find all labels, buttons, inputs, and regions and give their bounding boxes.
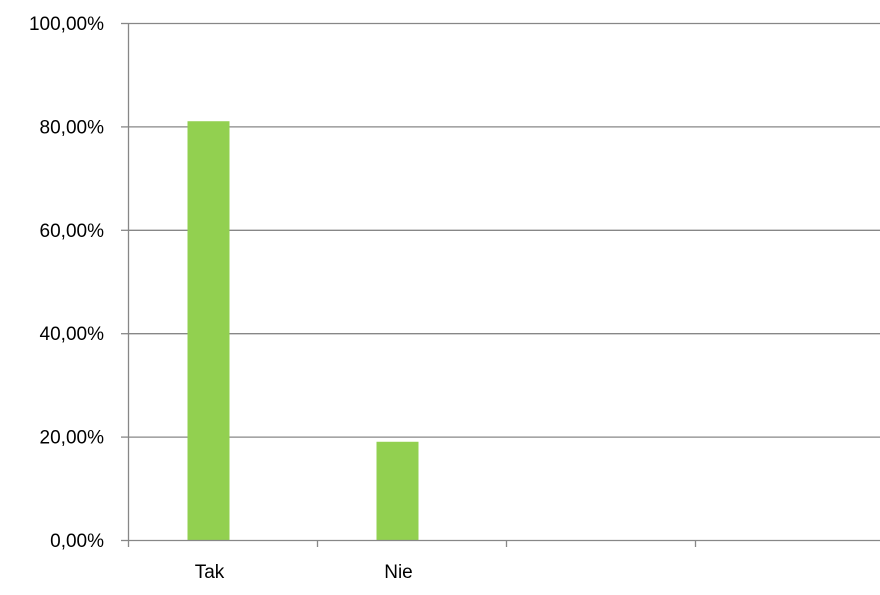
bar-nie: [376, 441, 419, 540]
y-tick-label-3: 60,00%: [40, 221, 105, 242]
gridlines: [128, 22, 880, 438]
y-tick-label-4: 80,00%: [40, 117, 105, 138]
y-tick-label-2: 40,00%: [40, 324, 105, 345]
tick-labels: 0,00% 20,00% 40,00% 60,00% 80,00% 100,00% Tak N…: [29, 14, 413, 583]
axes: [121, 22, 880, 547]
x-tick-label-tak: Tak: [195, 562, 225, 583]
x-tick-label-nie: Nie: [384, 562, 413, 583]
y-tick-label-1: 20,00%: [40, 428, 105, 449]
y-tick-label-0: 0,00%: [50, 531, 104, 552]
y-tick-label-5: 100,00%: [29, 14, 104, 35]
bars: [187, 121, 419, 540]
bar-tak: [187, 121, 230, 540]
